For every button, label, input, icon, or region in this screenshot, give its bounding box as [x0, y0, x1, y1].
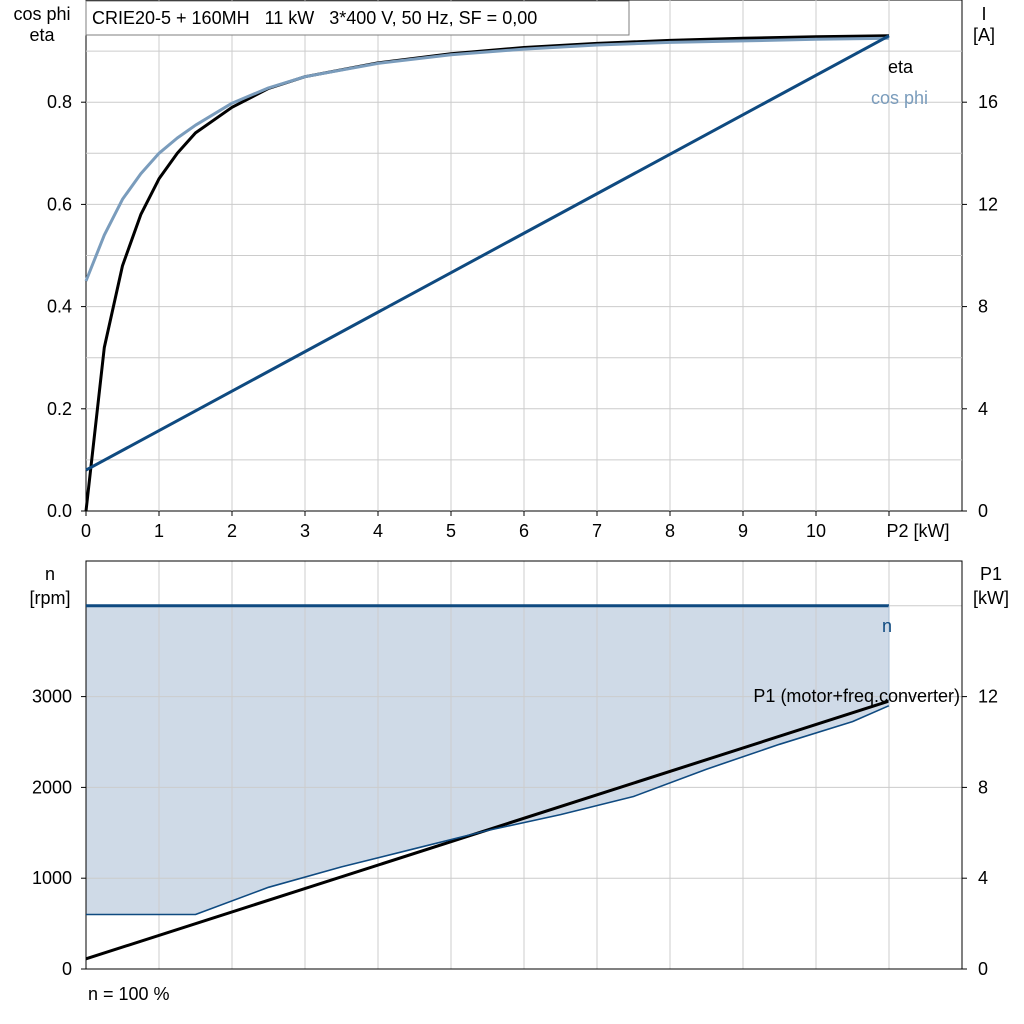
top-x-tick-label: 0 [81, 521, 91, 541]
speed-note: n = 100 % [88, 984, 170, 1004]
top-right-tick-label: 12 [978, 194, 998, 214]
top-right-tick-label: 8 [978, 297, 988, 317]
top-x-tick-label: 4 [373, 521, 383, 541]
chart-title: CRIE20-5 + 160MH 11 kW 3*400 V, 50 Hz, S… [92, 8, 537, 28]
chart-title-frame [85, 0, 630, 36]
top-series-group [84, 34, 890, 512]
top-x-tick-label: 9 [738, 521, 748, 541]
top-right-axis-label-line2: [A] [973, 25, 995, 45]
top-x-tick-label: 8 [665, 521, 675, 541]
bottom-left-axis-label-line2: [rpm] [29, 588, 70, 608]
top-left-tick-label: 0.6 [47, 194, 72, 214]
bottom-operating-area [86, 605, 889, 915]
top-x-tick-label: 3 [300, 521, 310, 541]
series-label-n: n [882, 616, 892, 636]
top-grid [86, 0, 962, 511]
bottom-left-tick-label: 0 [62, 959, 72, 979]
bottom-left-tick-label: 3000 [32, 687, 72, 707]
top-x-axis-label: P2 [kW] [886, 521, 949, 541]
bottom-right-axis-label-line2: [kW] [973, 588, 1009, 608]
bottom-right-tick-label: 12 [978, 687, 998, 707]
top-x-tick-label: 7 [592, 521, 602, 541]
top-right-tick-label: 16 [978, 92, 998, 112]
top-x-tick-label: 2 [227, 521, 237, 541]
bottom-right-tick-label: 0 [978, 959, 988, 979]
top-right-tick-label: 0 [978, 501, 988, 521]
bottom-right-tick-label: 4 [978, 868, 988, 888]
bottom-right-axis-label-line1: P1 [980, 564, 1002, 584]
bottom-plot-frame [85, 560, 963, 970]
bottom-left-axis-label-line1: n [45, 564, 55, 584]
bottom-series-group [85, 604, 890, 961]
top-right-axis-label-line1: I [981, 4, 986, 24]
top-x-tick-label: 5 [446, 521, 456, 541]
top-left-axis-label-line2: eta [29, 25, 55, 45]
series-line-eta [84, 34, 890, 512]
bottom-right-tick-label: 8 [978, 777, 988, 797]
top-x-tick-label: 1 [154, 521, 164, 541]
series-label-eta: eta [888, 57, 914, 77]
top-left-tick-label: 0.4 [47, 297, 72, 317]
operating-range-fill [86, 605, 889, 915]
series-line-cos-phi [84, 36, 890, 282]
bottom-chart-speed-power: 0 1000 2000 3000 0 4 8 12 n [rpm] P1 [kW] n P1 … [29, 560, 1009, 979]
bottom-ticks: 0 1000 2000 3000 0 4 8 12 [32, 687, 998, 979]
series-label-cos-phi: cos phi [871, 88, 928, 108]
top-left-tick-label: 0.8 [47, 92, 72, 112]
top-left-tick-label: 0.2 [47, 399, 72, 419]
bottom-left-tick-label: 1000 [32, 868, 72, 888]
series-line-i [85, 34, 890, 472]
top-x-tick-label: 6 [519, 521, 529, 541]
bottom-left-tick-label: 2000 [32, 777, 72, 797]
series-line-lower-boundary [86, 704, 890, 916]
top-left-axis-label-line1: cos phi [13, 4, 70, 24]
chart-title-box: CRIE20-5 + 160MH 11 kW 3*400 V, 50 Hz, S… [85, 0, 630, 36]
top-x-tick-label: 10 [806, 521, 826, 541]
top-left-tick-label: 0.0 [47, 501, 72, 521]
top-right-tick-label: 4 [978, 399, 988, 419]
series-label-p1: P1 (motor+freq.converter) [753, 686, 960, 706]
